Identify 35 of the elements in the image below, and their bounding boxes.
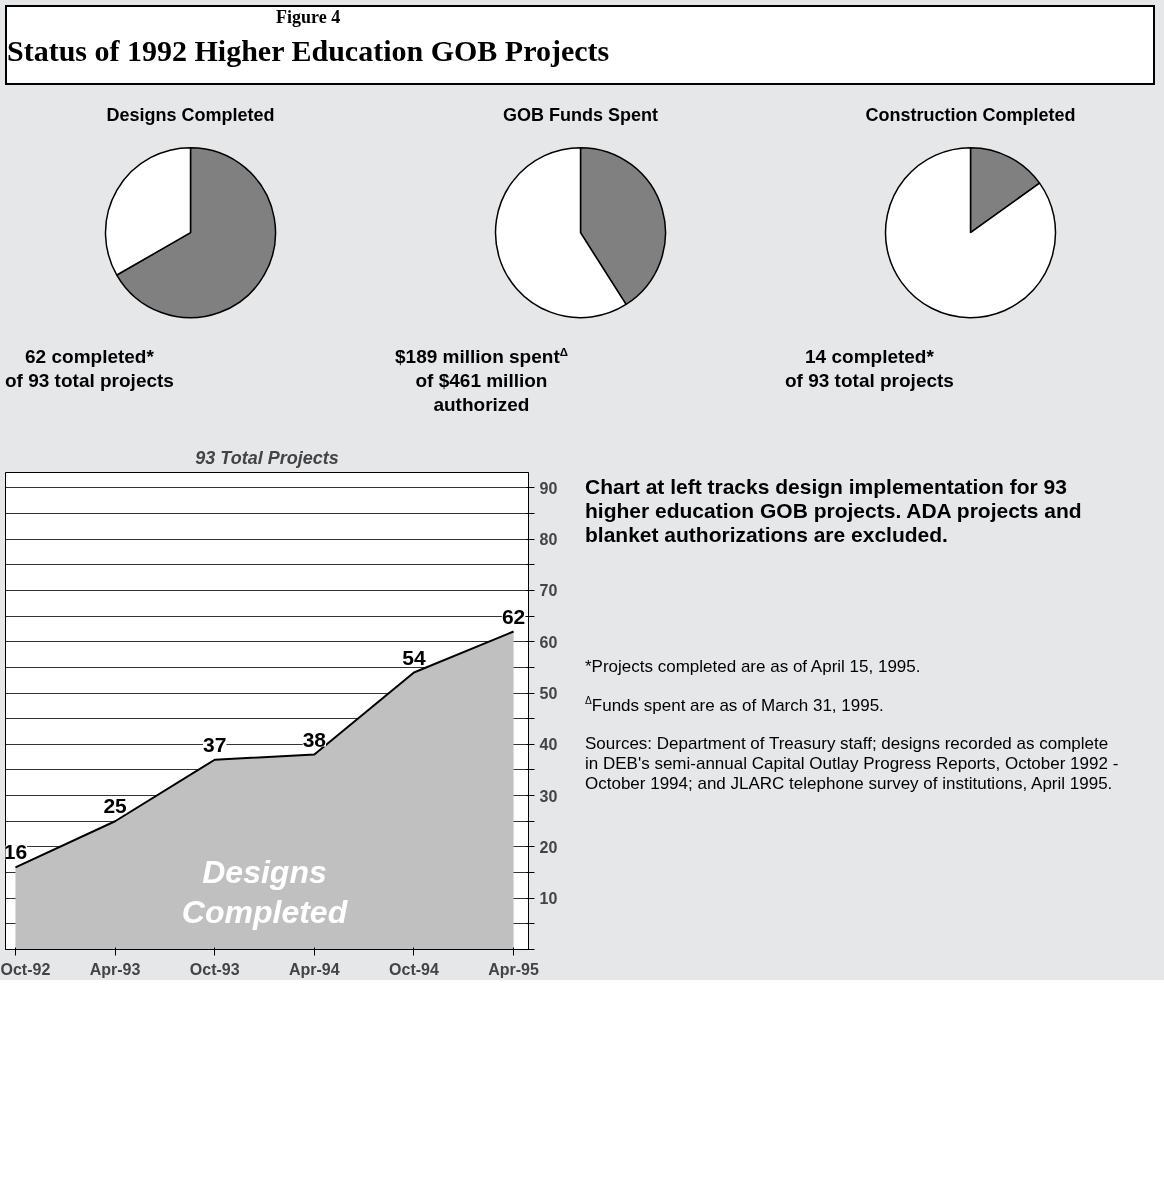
x-tick-label: Oct-94 bbox=[389, 960, 439, 978]
text: 62 completed* of 93 total projects bbox=[5, 345, 174, 393]
y-tick-label: 50 bbox=[539, 685, 558, 703]
text: Chart at left tracks design implementation for 93 higher education GOB projects. ADA projects and blanket authorizations are excluded. bbox=[585, 475, 1083, 547]
data-label: 38 bbox=[302, 727, 327, 751]
source-note: Sources: Department of Treasury staff; designs recorded as complete in DEB's semi-annual Capital Outlay Progress Reports, October 1992 - October 1994; and JLARC telephone survey of institutions, April 1995. bbox=[585, 733, 1120, 794]
y-tick-label: 80 bbox=[539, 531, 558, 549]
text: $^{Δ}$Funds spent are as of March 31, 1995. bbox=[585, 695, 885, 716]
data-label: 62 bbox=[501, 604, 526, 628]
annotation: Designs Completed bbox=[181, 854, 349, 931]
chart-title: Construction Completed bbox=[865, 105, 1076, 126]
data-label: 54 bbox=[402, 645, 426, 669]
chart-title: GOB Funds Spent bbox=[503, 105, 658, 126]
chart-title: 93 Total Projects bbox=[195, 447, 339, 468]
y-tick-label: 30 bbox=[539, 787, 558, 805]
y-tick-label: 20 bbox=[539, 838, 558, 856]
text: Figure 4 bbox=[275, 7, 342, 28]
y-tick-label: 60 bbox=[539, 633, 558, 651]
x-tick-label: Apr-93 bbox=[89, 960, 141, 978]
text: $189 million spent$^{Δ}$ of $461 million authorized bbox=[395, 346, 568, 415]
text: 14 completed* of 93 total projects bbox=[785, 345, 954, 393]
chart-title: Designs Completed bbox=[106, 105, 275, 126]
data-label: 16 bbox=[3, 840, 28, 864]
x-tick-label: Oct-93 bbox=[189, 960, 240, 978]
y-tick-label: 90 bbox=[539, 479, 558, 497]
text: Status of 1992 Higher Education GOB Projects bbox=[7, 34, 610, 68]
y-tick-label: 40 bbox=[539, 736, 558, 754]
text: *Projects completed are as of April 15, 1995. bbox=[585, 657, 922, 677]
y-tick-label: 70 bbox=[539, 582, 558, 600]
x-tick-label: Apr-95 bbox=[488, 960, 539, 978]
data-label: 25 bbox=[103, 794, 128, 818]
data-label: 37 bbox=[203, 732, 227, 756]
x-tick-label: Apr-94 bbox=[288, 960, 340, 978]
x-tick-label: Oct-92 bbox=[0, 960, 51, 978]
y-tick-label: 10 bbox=[539, 890, 558, 908]
